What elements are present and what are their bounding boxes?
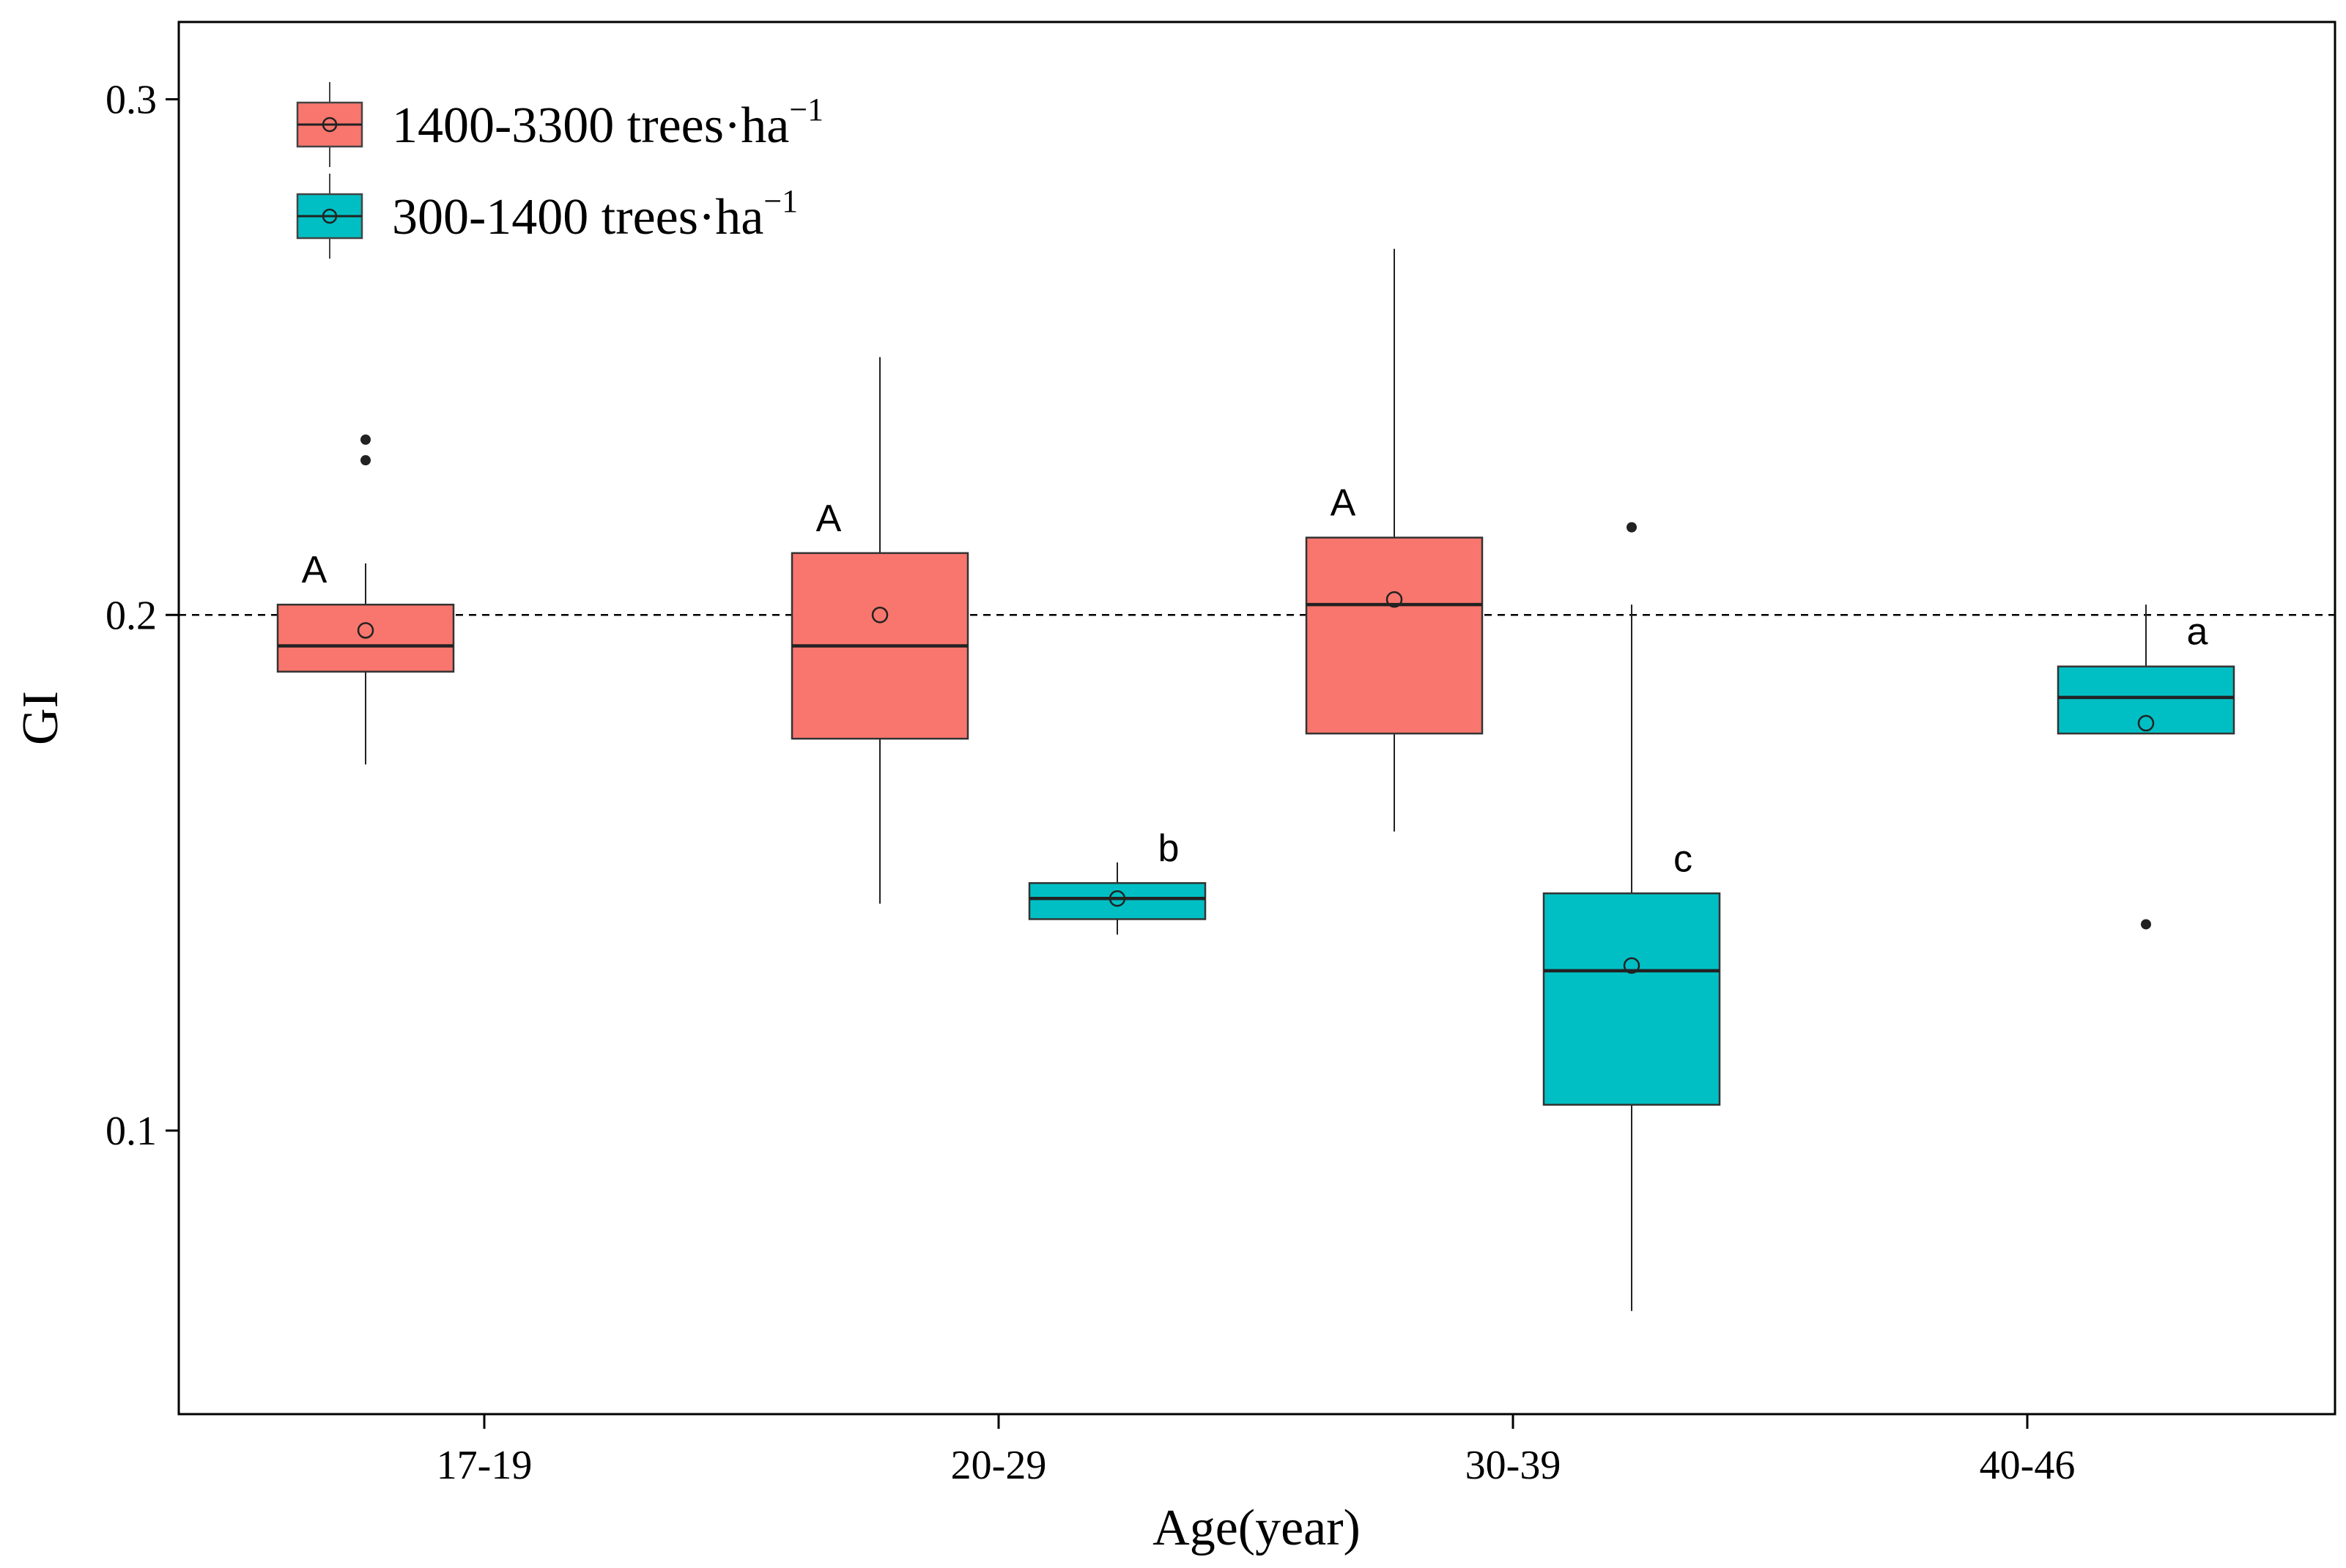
x-tick-label: 30-39 [1465, 1443, 1561, 1488]
box-00BFC4-40-46: a [2057, 604, 2235, 930]
box-iqr [1028, 881, 1207, 920]
box-F8766D-17-19: A [276, 434, 455, 765]
x-tick-label: 40-46 [1980, 1443, 2076, 1488]
box-00BFC4-30-39: c [1542, 522, 1721, 1312]
box-F8766D-20-29: A [791, 357, 969, 904]
mean-marker [1385, 591, 1403, 608]
y-tick-label: 0.3 [106, 78, 157, 123]
significance-label: A [816, 498, 842, 540]
x-tick-label: 17-19 [437, 1443, 533, 1488]
outlier-point [1627, 522, 1637, 533]
significance-label: A [302, 549, 328, 591]
mean-marker [2137, 714, 2155, 732]
outlier-point [360, 434, 371, 445]
legend-label: 300-1400 trees·ha−1 [392, 183, 798, 245]
legend-mean [322, 117, 338, 133]
legend-label: 1400-3300 trees·ha−1 [392, 92, 824, 154]
box-iqr [2057, 665, 2235, 735]
y-tick-label: 0.2 [106, 593, 157, 638]
x-tick-label: 20-29 [951, 1443, 1047, 1488]
outlier-point [360, 455, 371, 466]
mean-marker [1623, 957, 1640, 975]
significance-label: a [2187, 611, 2208, 654]
box-F8766D-30-39: A [1305, 248, 1484, 832]
plot-frame [177, 21, 2336, 1416]
box-iqr [1305, 536, 1484, 735]
y-tick-label: 0.1 [106, 1109, 157, 1154]
mean-marker [1109, 890, 1126, 907]
significance-label: c [1673, 837, 1692, 880]
outlier-point [2141, 919, 2151, 930]
y-axis-title: GI [12, 691, 69, 745]
box-iqr [1542, 892, 1721, 1106]
significance-label: A [1331, 482, 1356, 525]
significance-label: b [1158, 827, 1180, 870]
legend-mean [322, 208, 338, 224]
mean-marker [357, 622, 374, 639]
box-00BFC4-20-29: b [1028, 827, 1207, 935]
mean-marker [871, 607, 889, 624]
x-axis-title: Age(year) [1152, 1500, 1361, 1556]
